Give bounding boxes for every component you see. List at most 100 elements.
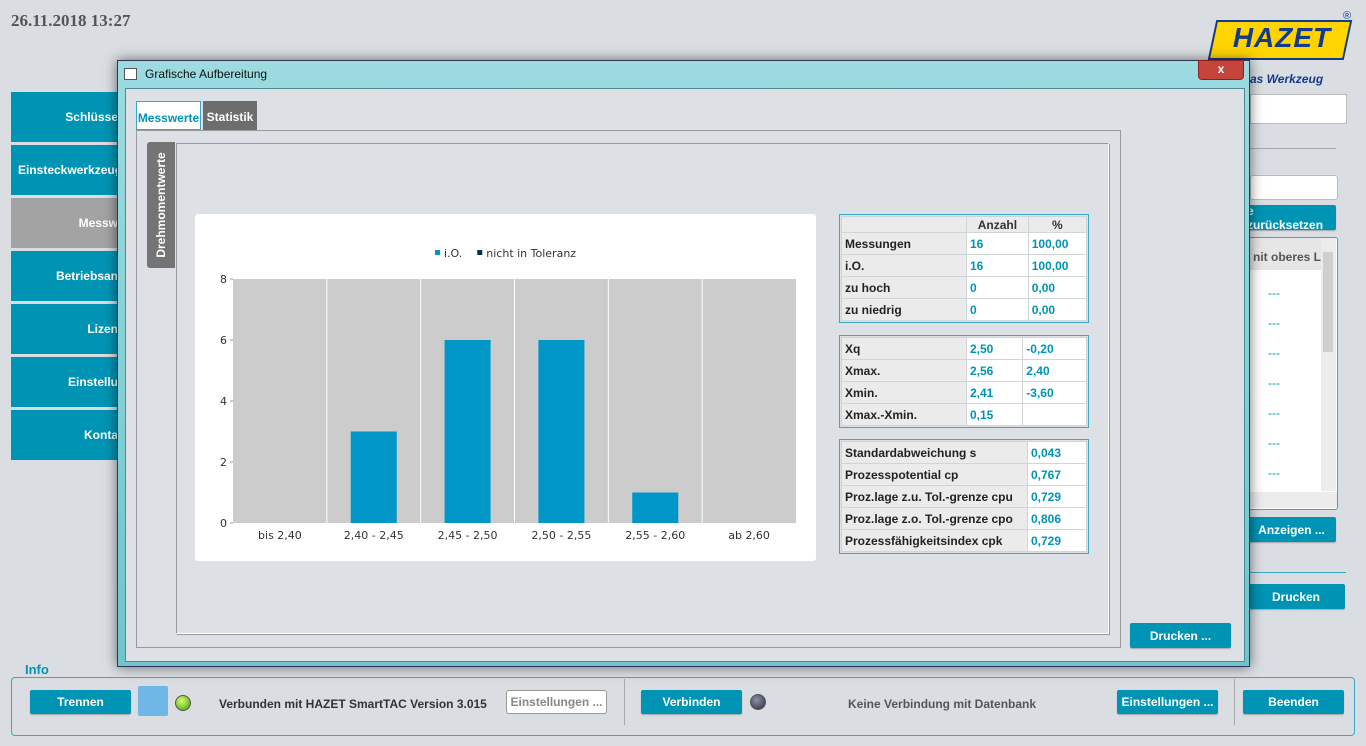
- legend-swatch: [435, 250, 440, 255]
- row-value: ---: [1268, 278, 1280, 308]
- device-settings-button[interactable]: Einstellungen ...: [506, 690, 607, 714]
- extremes-table: Xq2,50-0,20 Xmax.2,562,40 Xmin.2,41-3,60…: [841, 337, 1087, 426]
- nav-button[interactable]: Konta: [11, 410, 118, 460]
- separator: [1234, 679, 1235, 725]
- separator: [1250, 148, 1336, 149]
- disconnect-button[interactable]: Trennen: [30, 690, 131, 714]
- label-cell: Xmax.: [842, 360, 967, 382]
- nav-button[interactable]: Schlüsse: [11, 92, 118, 142]
- y-tick-label: 4: [220, 395, 227, 408]
- y-tick-label: 6: [220, 334, 227, 347]
- input[interactable]: [1250, 94, 1347, 124]
- label-cell: Xmax.-Xmin.: [842, 404, 967, 426]
- row-value: ---: [1268, 368, 1280, 398]
- connect-button[interactable]: Verbinden: [641, 690, 742, 714]
- row: zu hoch00,00: [842, 277, 1087, 299]
- usb-icon: [138, 686, 168, 716]
- quit-button[interactable]: Beenden: [1243, 690, 1344, 714]
- value-cell: 0,043: [1028, 442, 1087, 464]
- dialog-title: Grafische Aufbereitung: [145, 67, 267, 81]
- label-cell: Proz.lage z.u. Tol.-grenze cpu: [842, 486, 1028, 508]
- value-cell: 0: [967, 277, 1029, 299]
- db-settings-button[interactable]: Einstellungen ...: [1117, 690, 1218, 714]
- h-scrollbar[interactable]: [1241, 492, 1337, 508]
- capability-table: Standardabweichung s0,043 Prozesspotenti…: [841, 441, 1087, 552]
- value-cell: 2,56: [967, 360, 1023, 382]
- y-tick-label: 2: [220, 456, 227, 469]
- header-row: Anzahl%: [842, 217, 1087, 233]
- bar: [538, 340, 584, 523]
- connection-status: Verbunden mit HAZET SmartTAC Version 3.0…: [219, 697, 487, 711]
- chart: 02468i.O.nicht in Toleranzbis 2,402,40 -…: [195, 214, 816, 561]
- value-cell: 100,00: [1028, 233, 1086, 255]
- row: Standardabweichung s0,043: [842, 442, 1087, 464]
- separator: [1250, 572, 1346, 573]
- y-tick-label: 8: [220, 273, 227, 286]
- label-cell: Proz.lage z.o. Tol.-grenze cpo: [842, 508, 1028, 530]
- input[interactable]: [1250, 175, 1338, 200]
- row: Xmax.2,562,40: [842, 360, 1087, 382]
- legend-label: i.O.: [444, 247, 462, 260]
- separator: [624, 679, 625, 725]
- value-cell: 2,50: [967, 338, 1023, 360]
- close-button[interactable]: x: [1198, 60, 1244, 80]
- scroll-thumb[interactable]: [1323, 252, 1333, 352]
- bar: [445, 340, 491, 523]
- column-header: nit oberes Li: [1241, 238, 1331, 270]
- x-tick-label: bis 2,40: [258, 529, 302, 542]
- nav-button[interactable]: Lizen: [11, 304, 118, 354]
- status-led: [175, 695, 191, 711]
- window-icon: [124, 68, 137, 80]
- value-cell: -0,20: [1023, 338, 1087, 360]
- y-tick-label: 0: [220, 517, 227, 530]
- bar: [351, 432, 397, 524]
- nav-button[interactable]: Einstellu: [11, 357, 118, 407]
- reset-button[interactable]: e zurücksetzen: [1247, 205, 1336, 230]
- nav-button[interactable]: Betriebsan: [11, 251, 118, 301]
- x-tick-label: 2,50 - 2,55: [531, 529, 591, 542]
- show-button[interactable]: Anzeigen ...: [1247, 517, 1336, 542]
- tab[interactable]: Messwerte: [136, 101, 201, 130]
- row: Prozessfähigkeitsindex cpk0,729: [842, 530, 1087, 552]
- dialog-print-button[interactable]: Drucken ...: [1130, 623, 1231, 648]
- label-cell: Xmin.: [842, 382, 967, 404]
- x-tick-label: ab 2,60: [728, 529, 770, 542]
- value-cell: 16: [967, 255, 1029, 277]
- nav-button[interactable]: Einsteckwerkzeug: [11, 145, 118, 195]
- db-status: Keine Verbindung mit Datenbank: [848, 697, 1036, 711]
- row-value: ---: [1268, 338, 1280, 368]
- legend-label: nicht in Toleranz: [486, 247, 576, 260]
- x-tick-label: 2,55 - 2,60: [625, 529, 685, 542]
- row: zu niedrig00,00: [842, 299, 1087, 321]
- row: Messungen16100,00: [842, 233, 1087, 255]
- value-cell: 0,00: [1028, 299, 1086, 321]
- row-value: ---: [1268, 398, 1280, 428]
- counts-table: Anzahl% Messungen16100,00 i.O.16100,00 z…: [841, 216, 1087, 321]
- value-cell: 0,15: [967, 404, 1023, 426]
- value-cell: 0: [967, 299, 1029, 321]
- value-cell: 2,41: [967, 382, 1023, 404]
- vertical-tab-label: Drehmomentwerte: [154, 152, 168, 257]
- row: i.O.16100,00: [842, 255, 1087, 277]
- value-cell: 16: [967, 233, 1029, 255]
- result-table: nit oberes Li: [1240, 237, 1338, 510]
- result-rows: --- --- --- --- --- --- ---: [1268, 278, 1280, 488]
- nav-button[interactable]: Messw: [11, 198, 118, 248]
- label-cell: Xq: [842, 338, 967, 360]
- label-cell: Prozesspotential cp: [842, 464, 1028, 486]
- label-cell: Standardabweichung s: [842, 442, 1028, 464]
- tab[interactable]: Statistik: [203, 101, 257, 130]
- row-value: ---: [1268, 308, 1280, 338]
- row: Proz.lage z.u. Tol.-grenze cpu0,729: [842, 486, 1087, 508]
- row: Prozesspotential cp0,767: [842, 464, 1087, 486]
- x-tick-label: 2,45 - 2,50: [438, 529, 498, 542]
- value-cell: 0,729: [1028, 486, 1087, 508]
- legend-swatch: [477, 250, 482, 255]
- datetime: 26.11.2018 13:27: [11, 11, 130, 31]
- row-value: ---: [1268, 458, 1280, 488]
- value-cell: 0,00: [1028, 277, 1086, 299]
- slogan: as Werkzeug: [1250, 72, 1323, 86]
- print-button[interactable]: Drucken: [1247, 584, 1345, 609]
- logo-mark: ®: [1343, 10, 1351, 22]
